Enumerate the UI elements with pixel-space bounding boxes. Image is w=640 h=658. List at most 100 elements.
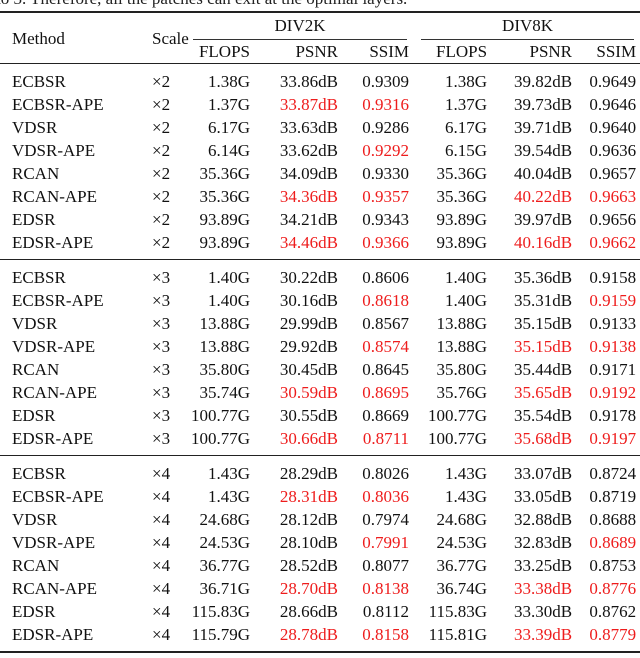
table-row: EDSR-APE ×4 115.79G 28.78dB 0.8158 115.81G 33.…: [0, 623, 640, 652]
div2k-psnr-cell: 34.46dB: [279, 233, 338, 252]
div2k-flops-cell: 1.37G: [207, 95, 250, 114]
div8k-ssim-cell: 0.8753: [589, 556, 637, 575]
div2k-psnr-cell: 30.66dB: [279, 429, 338, 448]
method-cell: VDSR-APE: [12, 533, 96, 552]
div8k-flops-cell: 115.83G: [428, 602, 488, 621]
div8k-psnr-cell: 33.38dB: [513, 579, 573, 598]
div2k-ssim-cell: 0.8606: [362, 268, 410, 287]
table-row: RCAN ×2 35.36G 34.09dB 0.9330 35.36G 40.04dB 0.…: [0, 162, 640, 185]
scale-cell: ×3: [152, 337, 171, 356]
results-table: Method Scale DIV2K DIV8K FLOPS PSNR SSIM…: [0, 11, 640, 653]
div8k-psnr-cell: 33.25dB: [513, 556, 573, 575]
div2k-flops-cell: 1.38G: [207, 72, 250, 91]
div8k-psnr-cell: 40.16dB: [513, 233, 573, 252]
table-row: ECBSR ×2 1.38G 33.86dB 0.9309 1.38G 39.82dB 0.9…: [0, 63, 640, 94]
header-metric: PSNR: [529, 42, 573, 61]
header-method: Method: [12, 28, 65, 48]
div2k-ssim-cell: 0.8669: [362, 406, 410, 425]
div2k-ssim-cell: 0.8695: [362, 383, 410, 402]
div8k-psnr-cell: 33.30dB: [513, 602, 573, 621]
div8k-ssim-cell: 0.8724: [589, 464, 637, 483]
table-row: EDSR ×3 100.77G 30.55dB 0.8669 100.77G 35.54dB…: [0, 404, 640, 427]
div8k-flops-cell: 13.88G: [436, 314, 488, 333]
div2k-flops-cell: 100.77G: [190, 429, 250, 448]
method-cell: ECBSR: [12, 268, 66, 287]
div2k-flops-cell: 24.53G: [199, 533, 250, 552]
div2k-flops-cell: 1.40G: [207, 291, 250, 310]
table-row: VDSR ×4 24.68G 28.12dB 0.7974 24.68G 32.88dB 0.…: [0, 508, 640, 531]
scale-cell: ×4: [152, 602, 171, 621]
scale-cell: ×3: [152, 406, 171, 425]
div2k-flops-cell: 1.43G: [207, 487, 250, 506]
table-body: ECBSR ×2 1.38G 33.86dB 0.9309 1.38G 39.82dB 0.9…: [0, 63, 640, 652]
scale-cell: ×3: [152, 429, 171, 448]
method-cell: RCAN-APE: [12, 579, 98, 598]
div2k-ssim-cell: 0.7974: [362, 510, 410, 529]
div8k-ssim-cell: 0.8779: [589, 625, 637, 644]
div8k-psnr-cell: 39.73dB: [513, 95, 573, 114]
div8k-flops-cell: 36.77G: [436, 556, 488, 575]
table-row: ECBSR-APE ×3 1.40G 30.16dB 0.8618 1.40G 35.31d…: [0, 289, 640, 312]
div8k-flops-cell: 24.68G: [436, 510, 488, 529]
div8k-flops-cell: 1.40G: [445, 291, 488, 310]
div2k-ssim-cell: 0.9343: [362, 210, 410, 229]
div2k-flops-cell: 100.77G: [190, 406, 250, 425]
div2k-ssim-cell: 0.9357: [362, 187, 410, 206]
div8k-psnr-cell: 33.39dB: [513, 625, 573, 644]
div2k-psnr-cell: 33.86dB: [279, 72, 338, 91]
div8k-ssim-cell: 0.9158: [589, 268, 637, 287]
div8k-psnr-cell: 35.31dB: [513, 291, 573, 310]
div2k-ssim-cell: 0.8158: [362, 625, 410, 644]
method-cell: ECBSR: [12, 464, 66, 483]
method-cell: EDSR-APE: [12, 429, 94, 448]
div2k-flops-cell: 115.79G: [191, 625, 250, 644]
div2k-ssim-cell: 0.8711: [362, 429, 410, 448]
div2k-flops-cell: 1.40G: [207, 268, 250, 287]
table-row: ECBSR-APE ×4 1.43G 28.31dB 0.8036 1.43G 33.05d…: [0, 485, 640, 508]
div8k-psnr-cell: 39.82dB: [513, 72, 573, 91]
div8k-ssim-cell: 0.9171: [589, 360, 637, 379]
table-row: ECBSR ×4 1.43G 28.29dB 0.8026 1.43G 33.07dB 0.8…: [0, 455, 640, 486]
scale-cell: ×2: [152, 118, 171, 137]
div8k-ssim-cell: 0.9197: [589, 429, 637, 448]
div2k-ssim-cell: 0.8574: [362, 337, 410, 356]
div8k-flops-cell: 24.53G: [436, 533, 488, 552]
div2k-ssim-cell: 0.8112: [362, 602, 410, 621]
div2k-ssim-cell: 0.9292: [362, 141, 410, 160]
div2k-flops-cell: 35.74G: [199, 383, 250, 402]
div2k-psnr-cell: 28.66dB: [279, 602, 338, 621]
div8k-flops-cell: 100.77G: [428, 429, 488, 448]
scale-cell: ×3: [152, 291, 171, 310]
div8k-flops-cell: 1.38G: [445, 72, 488, 91]
div8k-ssim-cell: 0.8719: [589, 487, 637, 506]
div2k-ssim-cell: 0.8138: [362, 579, 410, 598]
div8k-psnr-cell: 39.54dB: [513, 141, 573, 160]
div8k-ssim-cell: 0.9159: [589, 291, 637, 310]
div8k-psnr-cell: 35.65dB: [513, 383, 573, 402]
method-cell: RCAN: [12, 360, 60, 379]
div2k-flops-cell: 6.17G: [207, 118, 250, 137]
caption-fragment: to 3. Therefore, all the patches can exi…: [0, 0, 407, 9]
method-cell: EDSR-APE: [12, 233, 94, 252]
table-row: RCAN-APE ×2 35.36G 34.36dB 0.9357 35.36G 40.22…: [0, 185, 640, 208]
div2k-psnr-cell: 28.70dB: [279, 579, 338, 598]
scale-cell: ×2: [152, 210, 171, 229]
div2k-psnr-cell: 34.09dB: [279, 164, 338, 183]
scale-cell: ×4: [152, 556, 171, 575]
header-metric: FLOPS: [436, 42, 488, 61]
table-row: RCAN-APE ×4 36.71G 28.70dB 0.8138 36.74G 33.38…: [0, 577, 640, 600]
table-row: VDSR ×2 6.17G 33.63dB 0.9286 6.17G 39.71dB 0.96…: [0, 116, 640, 139]
div8k-flops-cell: 36.74G: [436, 579, 488, 598]
div8k-flops-cell: 93.89G: [436, 233, 488, 252]
method-cell: RCAN: [12, 556, 60, 575]
div2k-psnr-cell: 30.22dB: [279, 268, 338, 287]
scale-cell: ×4: [152, 579, 171, 598]
header-group-div8k: DIV8K: [413, 12, 640, 40]
div8k-ssim-cell: 0.9663: [589, 187, 637, 206]
div2k-ssim-cell: 0.7991: [362, 533, 410, 552]
div8k-ssim-cell: 0.8776: [589, 579, 637, 598]
method-cell: ECBSR-APE: [12, 95, 104, 114]
div8k-flops-cell: 35.80G: [436, 360, 488, 379]
div2k-flops-cell: 115.83G: [191, 602, 250, 621]
div8k-psnr-cell: 35.44dB: [513, 360, 573, 379]
